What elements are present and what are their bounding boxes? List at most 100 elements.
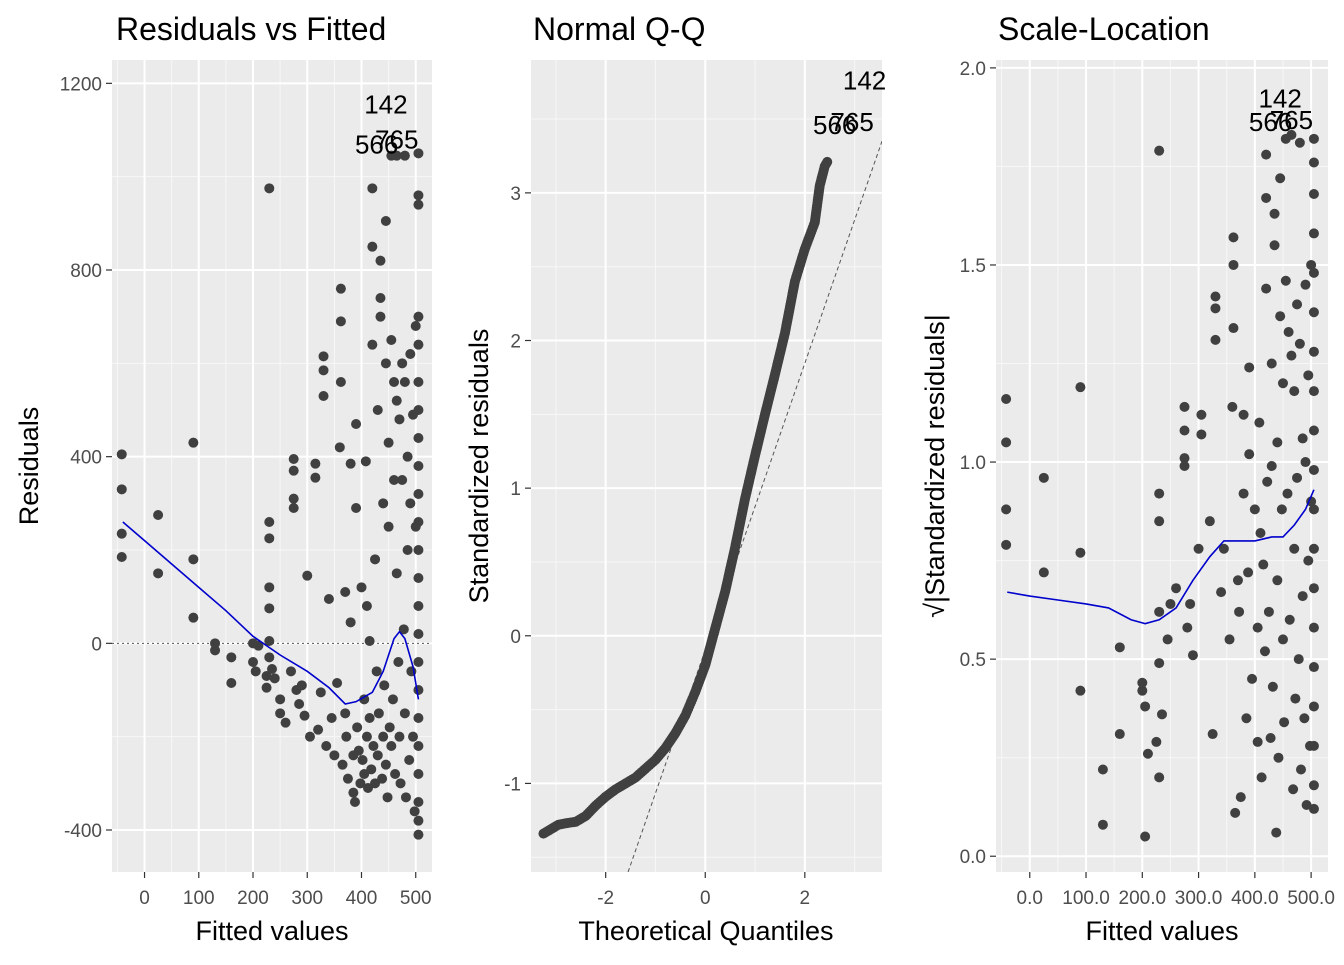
data-point (1308, 622, 1319, 633)
plot-area (538, 141, 882, 872)
y-axis-label: √|Standardized residuals| (920, 314, 950, 618)
data-point (363, 783, 373, 793)
data-point (210, 645, 221, 656)
reference-line (627, 141, 882, 872)
data-point (332, 678, 343, 688)
data-point (261, 671, 272, 681)
data-point (409, 806, 420, 817)
plot-background (531, 60, 882, 872)
data-point (1140, 701, 1151, 712)
x-axis-label: Fitted values (195, 916, 348, 946)
x-tick-label: 0 (139, 888, 150, 909)
y-tick-label: 3 (510, 184, 521, 205)
data-point (357, 755, 368, 765)
data-point (360, 456, 371, 467)
data-point (275, 694, 286, 705)
y-tick-label: 1.0 (960, 453, 986, 474)
data-point (1154, 488, 1165, 499)
data-point (1295, 764, 1306, 775)
x-tick-label: 100.0 (1062, 888, 1110, 909)
data-point (1224, 634, 1235, 645)
data-point (380, 216, 391, 226)
data-point (361, 601, 372, 611)
data-point (116, 449, 127, 460)
x-tick-label: 300 (291, 888, 323, 909)
data-point (335, 377, 346, 387)
data-point (288, 493, 299, 504)
data-point (1137, 685, 1148, 696)
data-point (1185, 598, 1196, 609)
data-point (364, 636, 375, 646)
data-point (413, 545, 424, 555)
data-point (1308, 425, 1319, 436)
data-point (1300, 279, 1311, 290)
data-point (413, 815, 424, 826)
data-point (1097, 819, 1108, 830)
data-point (353, 745, 364, 756)
data-point (345, 617, 356, 628)
data-point (413, 517, 424, 527)
data-point (318, 365, 329, 376)
data-point (1254, 417, 1265, 428)
data-point (1154, 145, 1165, 156)
data-point (248, 657, 259, 667)
data-point (116, 528, 127, 539)
data-point (1142, 748, 1153, 759)
data-point (1265, 732, 1276, 743)
data-point (1114, 729, 1125, 740)
data-point (389, 475, 400, 485)
data-point (399, 150, 410, 161)
data-point (1075, 547, 1086, 558)
data-point (349, 797, 360, 807)
data-point (250, 666, 261, 677)
data-point (373, 708, 384, 719)
data-point (1277, 634, 1288, 645)
smooth-line (122, 521, 420, 705)
data-point (413, 601, 424, 611)
data-point (1157, 709, 1167, 720)
data-point (1303, 370, 1314, 381)
data-point (1269, 240, 1280, 251)
data-point (405, 349, 416, 359)
data-point (413, 461, 424, 471)
data-point (313, 724, 324, 735)
data-point (1286, 129, 1297, 140)
data-point (1269, 208, 1280, 219)
data-point (398, 624, 409, 635)
y-tick-label: 800 (70, 261, 102, 282)
data-point (413, 657, 424, 667)
qq-point (822, 156, 833, 167)
data-point (294, 699, 305, 709)
y-tick-label: 0.0 (960, 847, 986, 868)
data-point (1244, 362, 1255, 373)
data-point (1244, 449, 1255, 460)
data-point (288, 465, 299, 476)
data-point (351, 419, 362, 429)
data-point (413, 190, 424, 201)
data-point (1232, 575, 1243, 586)
data-point (1210, 291, 1221, 302)
data-point (1162, 634, 1173, 645)
data-point (1179, 401, 1190, 412)
data-point (1308, 464, 1319, 475)
data-point (1218, 543, 1229, 554)
data-point (1238, 488, 1249, 499)
data-point (1187, 650, 1198, 661)
data-point (375, 255, 386, 266)
x-tick-label: 2 (800, 888, 811, 909)
plot-background (112, 60, 432, 872)
data-point (226, 678, 237, 688)
data-point (1275, 311, 1286, 322)
data-point (413, 829, 424, 840)
data-point (269, 673, 280, 684)
data-point (405, 498, 416, 509)
data-point (1249, 504, 1260, 515)
data-point (1151, 736, 1162, 747)
data-point (1308, 157, 1319, 168)
data-point (1280, 275, 1291, 286)
data-point (1300, 457, 1311, 468)
data-point (318, 351, 329, 362)
y-tick-label: 0 (510, 627, 521, 648)
x-tick-label: -2 (597, 888, 614, 909)
